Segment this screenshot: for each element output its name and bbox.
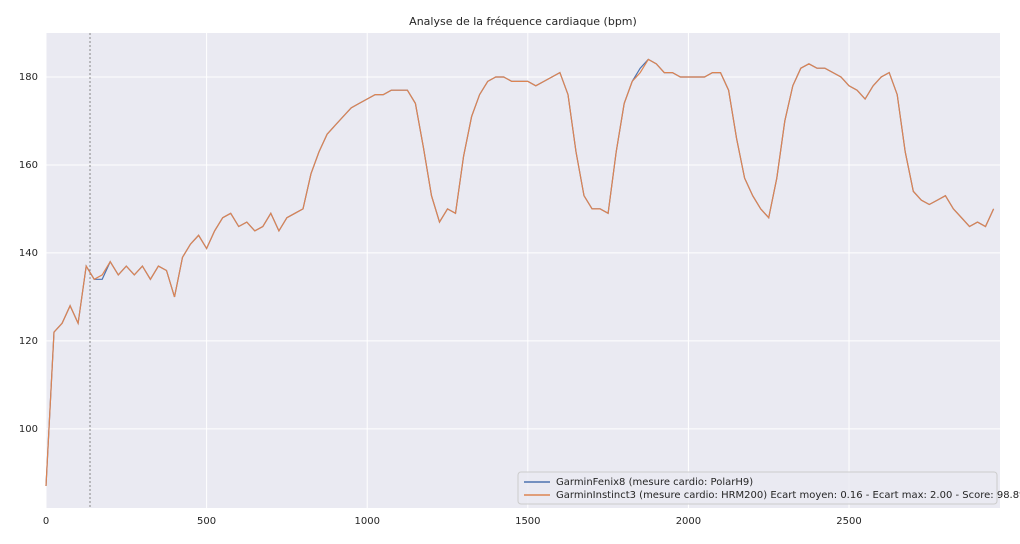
legend: GarminFenix8 (mesure cardio: PolarH9) Gar… — [517, 471, 1020, 505]
x-tick-label: 2500 — [836, 516, 861, 527]
y-tick-label: 100 — [19, 424, 38, 435]
y-tick-label: 160 — [19, 160, 38, 171]
legend-label: GarminInstinct3 (mesure cardio: HRM200) … — [556, 490, 1020, 501]
x-tick-label: 500 — [197, 516, 216, 527]
legend-box — [517, 471, 998, 505]
y-tick-label: 120 — [19, 336, 38, 347]
y-tick-label: 140 — [19, 248, 38, 259]
chart-title: Analyse de la fréquence cardiaque (bpm) — [409, 15, 637, 28]
x-tick-label: 1000 — [354, 516, 379, 527]
y-tick-label: 180 — [19, 72, 38, 83]
series-line — [45, 58, 995, 487]
legend-label: GarminFenix8 (mesure cardio: PolarH9) — [556, 477, 753, 488]
x-tick-label: 0 — [43, 516, 49, 527]
x-tick-label: 1500 — [515, 516, 540, 527]
x-tick-label: 2000 — [676, 516, 701, 527]
plot-area — [46, 33, 1000, 508]
